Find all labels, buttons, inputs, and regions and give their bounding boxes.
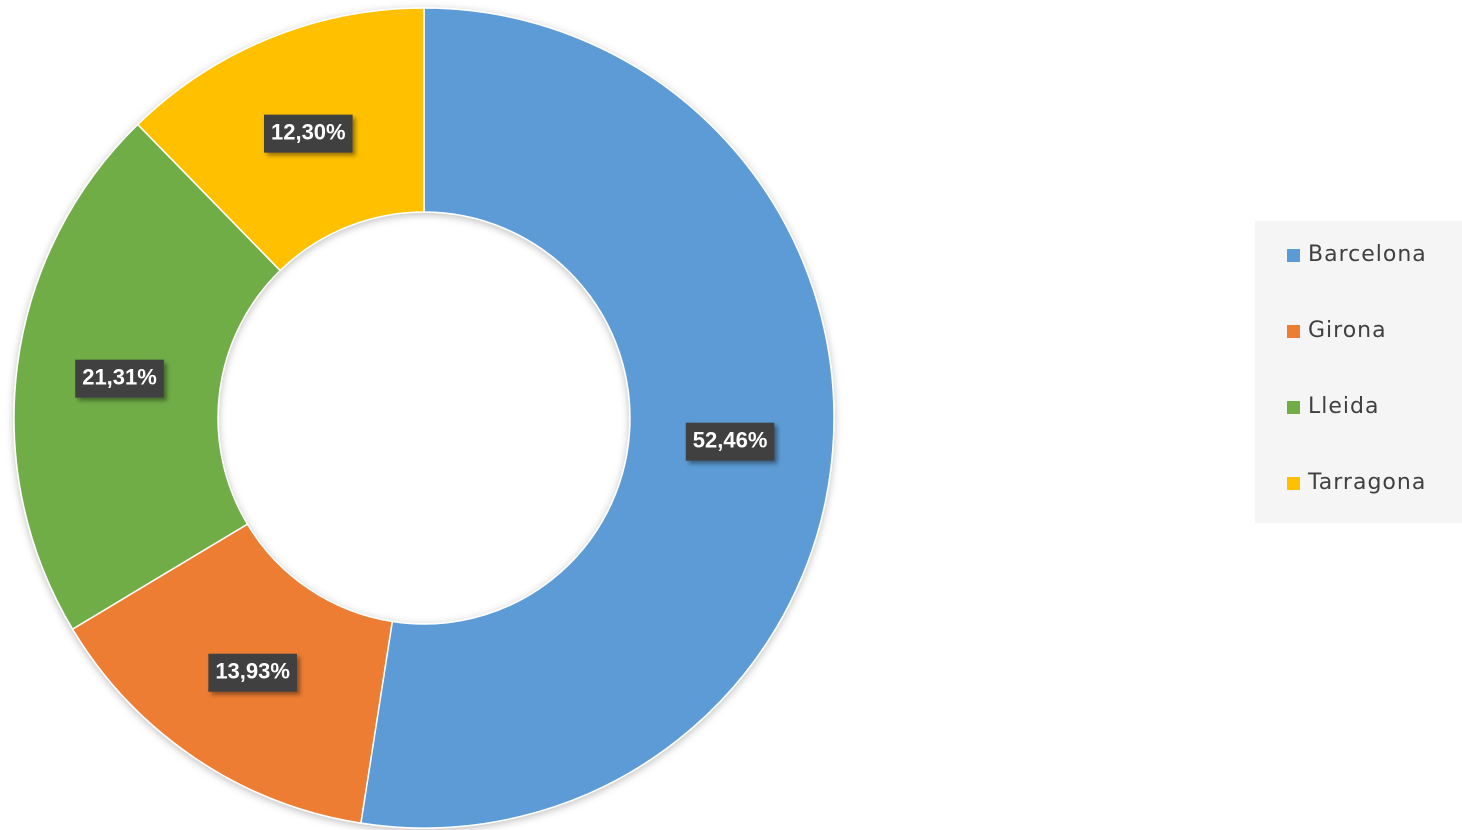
legend-box bbox=[1255, 221, 1462, 523]
legend-swatch bbox=[1287, 401, 1300, 414]
data-label: 52,46% bbox=[693, 428, 768, 453]
legend-swatch bbox=[1287, 325, 1300, 338]
legend-label: Tarragona bbox=[1307, 470, 1426, 495]
legend-label: Girona bbox=[1308, 318, 1387, 343]
legend-label: Lleida bbox=[1308, 394, 1379, 419]
data-label-box bbox=[685, 422, 775, 461]
donut bbox=[13, 7, 835, 829]
legend-label: Barcelona bbox=[1308, 242, 1427, 267]
data-label-box bbox=[263, 114, 353, 153]
data-label: 12,30% bbox=[271, 119, 346, 144]
donut-slice bbox=[360, 7, 835, 829]
data-label-box bbox=[208, 653, 297, 692]
data-label: 13,93% bbox=[215, 659, 290, 684]
data-label: 21,31% bbox=[82, 364, 157, 389]
legend-swatch bbox=[1287, 249, 1300, 262]
data-label-box bbox=[75, 359, 164, 398]
legend-swatch bbox=[1287, 477, 1300, 490]
